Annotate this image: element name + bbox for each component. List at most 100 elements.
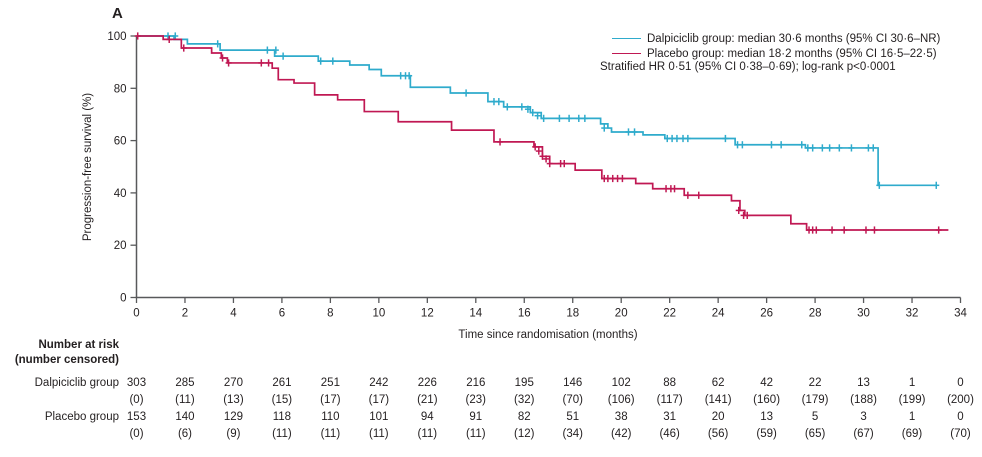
- risk-cell-value: 110: [321, 411, 340, 423]
- risk-cell-value: 13: [857, 377, 870, 389]
- risk-cell-censored: (117): [656, 394, 683, 406]
- x-tick-label: 20: [615, 308, 628, 320]
- risk-cell-value: 1: [908, 377, 916, 389]
- risk-cell-value: 270: [223, 377, 244, 389]
- risk-table-header-line1: Number at risk: [38, 339, 119, 351]
- risk-table-header-line2: (number censored): [14, 354, 119, 366]
- risk-cell-value: 303: [126, 377, 147, 389]
- risk-cell-value: 129: [223, 411, 244, 423]
- risk-cell-censored: (23): [465, 394, 486, 406]
- x-tick-label: 12: [421, 308, 434, 320]
- risk-cell-value: 216: [466, 377, 486, 389]
- risk-cell-value: 20: [711, 411, 725, 423]
- risk-cell-censored: (17): [368, 394, 390, 406]
- risk-cell-value: 0: [957, 411, 964, 423]
- risk-cell-censored: (32): [514, 394, 535, 406]
- risk-cell-value: 3: [860, 411, 867, 423]
- risk-cell-value: 251: [320, 377, 340, 389]
- x-tick-label: 0: [133, 308, 139, 320]
- x-tick-label: 30: [857, 308, 870, 320]
- risk-cell-value: 51: [566, 411, 580, 423]
- legend-item-dalpiciclib: Dalpiciclib group: median 30·6 months (9…: [612, 31, 940, 46]
- legend-label-dalpiciclib: Dalpiciclib group: median 30·6 months (9…: [647, 32, 941, 45]
- risk-cell-censored: (17): [320, 394, 341, 406]
- risk-cell-value: 82: [517, 411, 531, 423]
- risk-cell-censored: (9): [226, 428, 241, 440]
- x-tick-label: 4: [230, 308, 237, 320]
- y-tick-label: 20: [114, 240, 127, 252]
- risk-cell-censored: (42): [610, 428, 632, 440]
- risk-cell-censored: (11): [417, 428, 438, 440]
- risk-cell-censored: (11): [465, 428, 486, 440]
- risk-cell-value: 38: [614, 411, 628, 423]
- risk-cell-censored: (34): [562, 428, 583, 440]
- risk-cell-censored: (199): [898, 394, 926, 406]
- x-tick-label: 26: [760, 308, 773, 320]
- risk-cell-value: 0: [957, 377, 964, 389]
- risk-cell-value: 13: [760, 411, 773, 423]
- risk-cell-value: 62: [711, 377, 725, 389]
- dalpiciclib-line-swatch: [612, 38, 641, 39]
- x-tick-label: 28: [809, 308, 822, 320]
- risk-cell-value: 101: [369, 411, 389, 423]
- risk-cell-censored: (188): [850, 394, 877, 406]
- risk-cell-value: 226: [417, 377, 437, 389]
- risk-cell-value: 5: [811, 411, 819, 423]
- risk-cell-value: 146: [563, 377, 583, 389]
- x-tick-label: 22: [663, 308, 676, 320]
- x-axis-label: Time since randomisation (months): [458, 329, 638, 341]
- legend: Dalpiciclib group: median 30·6 months (9…: [600, 31, 940, 76]
- x-tick-label: 32: [906, 308, 919, 320]
- risk-cell-value: 1: [908, 411, 916, 423]
- x-tick-label: 8: [327, 308, 333, 320]
- x-tick-label: 24: [712, 308, 725, 320]
- risk-cell-censored: (106): [607, 394, 635, 406]
- risk-cell-censored: (70): [562, 394, 583, 406]
- y-tick-label: 60: [114, 136, 127, 148]
- risk-cell-censored: (21): [417, 394, 438, 406]
- risk-cell-value: 102: [611, 377, 631, 389]
- x-tick-label: 14: [469, 308, 482, 320]
- legend-label-placebo: Placebo group: median 18·2 months (95% C…: [647, 47, 937, 60]
- risk-cell-value: 140: [175, 411, 195, 423]
- risk-cell-value: 285: [175, 377, 195, 389]
- risk-cell-censored: (67): [853, 428, 874, 440]
- y-tick-label: 40: [114, 188, 127, 200]
- y-axis-label: Progression-free survival (%): [82, 92, 94, 242]
- risk-cell-censored: (141): [704, 394, 732, 406]
- risk-cell-value: 118: [272, 411, 292, 423]
- x-tick-label: 34: [954, 308, 967, 320]
- y-tick-label: 100: [107, 31, 126, 43]
- risk-cell-censored: (11): [369, 428, 389, 440]
- risk-cell-censored: (179): [801, 394, 829, 406]
- risk-cell-censored: (160): [753, 394, 781, 406]
- x-tick-label: 2: [182, 308, 188, 320]
- x-tick-label: 16: [518, 308, 531, 320]
- x-tick-label: 6: [279, 308, 285, 320]
- risk-row-label: Placebo group: [44, 411, 119, 423]
- panel-label: A: [112, 5, 123, 22]
- risk-cell-censored: (46): [659, 428, 680, 440]
- risk-cell-censored: (69): [901, 428, 923, 440]
- placebo-line-swatch: [612, 53, 641, 54]
- risk-cell-value: 22: [808, 377, 822, 389]
- risk-cell-censored: (11): [175, 394, 195, 406]
- risk-cell-censored: (65): [804, 428, 826, 440]
- risk-cell-censored: (6): [177, 428, 192, 440]
- km-curve-placebo: [136, 35, 949, 231]
- risk-cell-censored: (200): [947, 394, 974, 406]
- risk-cell-censored: (56): [707, 428, 729, 440]
- risk-cell-value: 153: [126, 411, 147, 423]
- y-tick-label: 0: [120, 293, 126, 305]
- risk-cell-value: 242: [369, 377, 389, 389]
- legend-item-placebo: Placebo group: median 18·2 months (95% C…: [612, 46, 940, 61]
- risk-cell-value: 94: [420, 411, 434, 423]
- risk-cell-censored: (59): [756, 428, 777, 440]
- risk-cell-value: 31: [663, 411, 677, 423]
- x-tick-label: 10: [372, 308, 385, 320]
- y-tick-label: 80: [114, 83, 127, 95]
- risk-cell-censored: (15): [271, 394, 293, 406]
- risk-cell-censored: (0): [129, 394, 144, 406]
